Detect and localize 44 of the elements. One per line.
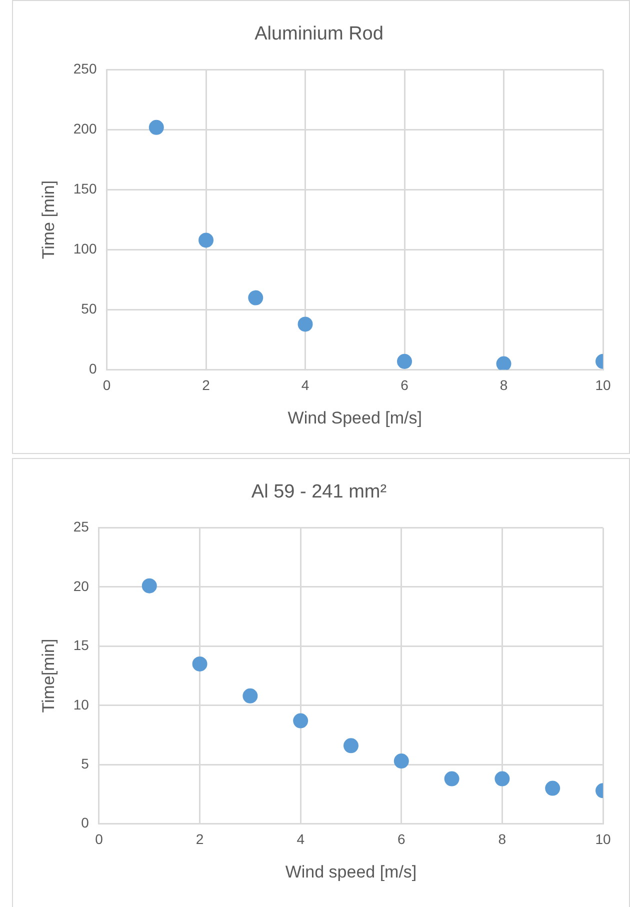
y-tick-label: 0	[81, 814, 90, 831]
y-tick-label: 20	[73, 578, 90, 594]
x-tick-label: 8	[498, 831, 506, 848]
x-tick-label: 4	[296, 831, 305, 848]
point	[142, 578, 157, 594]
x-tick-label: 6	[397, 831, 406, 848]
x-tick-label: 10	[595, 831, 611, 848]
y-tick-label: 200	[73, 120, 97, 137]
point	[494, 771, 510, 786]
y-tick-label: 100	[73, 240, 97, 257]
x-tick-label: 2	[196, 831, 204, 848]
y-tick-label: 25	[73, 518, 90, 535]
point	[298, 316, 313, 332]
point	[444, 771, 460, 786]
point	[293, 713, 308, 728]
point	[192, 656, 208, 672]
point	[248, 290, 264, 306]
x-tick-label: 8	[500, 377, 508, 394]
point	[148, 120, 164, 135]
y-tick-label: 150	[73, 180, 97, 197]
x-tick-label: 4	[301, 377, 310, 394]
point	[242, 688, 258, 704]
point	[496, 356, 512, 370]
point	[397, 354, 412, 369]
x-axis-title: Wind Speed [m/s]	[288, 408, 422, 428]
y-tick-label: 0	[88, 360, 97, 377]
point	[394, 754, 409, 769]
y-tick-label: 15	[73, 637, 90, 654]
chart-title: Aluminium Rod	[254, 24, 384, 45]
x-tick-label: 2	[202, 377, 210, 394]
point	[198, 232, 214, 248]
x-tick-label: 0	[102, 377, 111, 394]
y-tick-label: 250	[73, 60, 97, 77]
y-tick-label: 5	[81, 755, 90, 772]
point	[545, 780, 560, 796]
x-tick-label: 10	[595, 377, 611, 394]
chart-title: Al 59 - 241 mm²	[251, 482, 387, 503]
y-axis-title: Time [min]	[38, 180, 58, 260]
x-tick-label: 6	[400, 377, 409, 394]
x-axis-title: Wind speed [m/s]	[285, 862, 417, 882]
y-tick-label: 50	[81, 300, 97, 317]
y-axis-title: Time[min]	[38, 638, 58, 713]
point	[343, 738, 358, 754]
y-tick-label: 10	[73, 696, 90, 712]
